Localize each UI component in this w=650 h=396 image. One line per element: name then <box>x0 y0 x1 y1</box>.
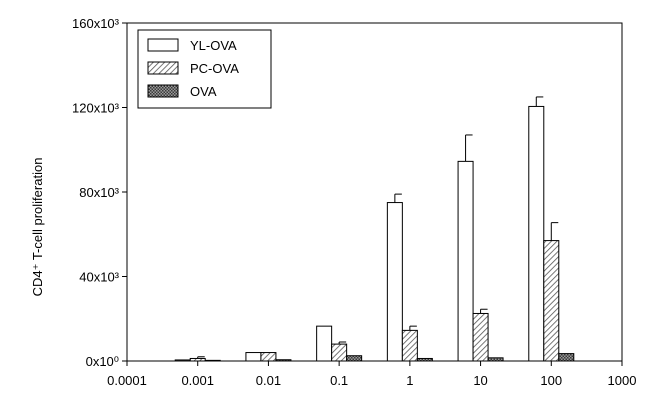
bar-ova <box>487 357 504 362</box>
bar-pc-ova <box>472 312 489 362</box>
bar-ova <box>346 355 363 362</box>
y-tick-label: 160x10³ <box>72 16 120 31</box>
bar-pc-ova <box>260 352 277 362</box>
axes: 0.0001 0.001 0.01 0.1 1 10 100 1000 0x10⁰ 40x10³ 8… <box>72 16 636 388</box>
x-tick-label: 1 <box>406 373 413 388</box>
bar-yl-ova <box>174 359 191 362</box>
x-tick-label: 1000 <box>608 373 637 388</box>
y-tick-label: 120x10³ <box>72 101 120 116</box>
legend-swatch <box>147 61 179 75</box>
bar-yl-ova <box>245 352 262 362</box>
legend-swatch <box>147 38 179 52</box>
x-tick-label: 10 <box>473 373 487 388</box>
x-tick-label: 0.001 <box>181 373 214 388</box>
bar-yl-ova <box>457 160 474 362</box>
bar-ova <box>275 359 292 362</box>
y-tick-label: 0x10⁰ <box>86 354 119 369</box>
bar-pc-ova <box>331 343 348 362</box>
y-axis-title: CD4⁺ T-cell proliferation <box>30 158 45 297</box>
bar-pc-ova <box>401 329 418 362</box>
bar-yl-ova <box>528 105 545 362</box>
legend-swatch <box>147 84 179 98</box>
legend: YL-OVA PC-OVA OVA <box>137 29 272 109</box>
y-tick-label: 80x10³ <box>79 185 119 200</box>
bar-ova <box>416 357 433 362</box>
bar-pc-ova <box>543 240 560 362</box>
legend-label: OVA <box>190 84 217 99</box>
bar-ova <box>204 359 221 362</box>
bar-ova <box>558 353 575 362</box>
legend-label: YL-OVA <box>190 38 237 53</box>
bar-yl-ova <box>386 202 403 362</box>
bar-pc-ova <box>189 357 206 362</box>
bars <box>174 96 575 362</box>
bar-yl-ova <box>316 325 333 362</box>
x-tick-label: 0.1 <box>330 373 348 388</box>
y-tick-label: 40x10³ <box>79 270 119 285</box>
x-tick-label: 0.01 <box>256 373 281 388</box>
x-tick-label: 100 <box>540 373 562 388</box>
x-tick-label: 0.0001 <box>107 373 147 388</box>
legend-label: PC-OVA <box>190 61 239 76</box>
